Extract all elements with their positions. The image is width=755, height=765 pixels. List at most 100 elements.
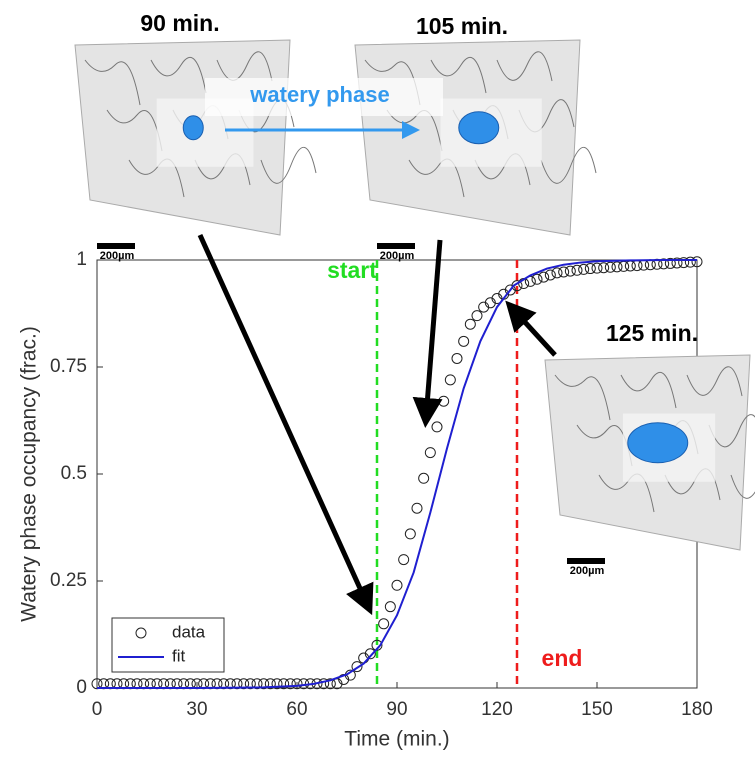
scale-label: 200µm bbox=[380, 250, 415, 262]
data-point bbox=[671, 257, 683, 269]
legend-label: data bbox=[172, 622, 206, 641]
legend-box bbox=[111, 617, 225, 673]
data-point bbox=[431, 421, 443, 433]
data-point bbox=[231, 678, 243, 690]
inset-texture bbox=[408, 158, 465, 198]
data-point bbox=[451, 352, 463, 364]
data-point bbox=[551, 267, 563, 279]
y-axis-label: Watery phase occupancy (frac.) bbox=[18, 326, 41, 622]
data-point bbox=[664, 257, 676, 269]
inset-texture bbox=[540, 146, 597, 184]
inset-texture bbox=[106, 109, 163, 152]
data-point bbox=[404, 528, 416, 540]
data-point bbox=[364, 648, 376, 660]
data-point bbox=[604, 261, 616, 273]
y-tick-label: 0.75 bbox=[50, 356, 87, 377]
inset-texture bbox=[84, 59, 141, 106]
data-point bbox=[418, 472, 430, 484]
data-point bbox=[564, 265, 576, 277]
data-point bbox=[384, 601, 396, 613]
inset-texture bbox=[620, 371, 677, 409]
data-point bbox=[544, 269, 556, 281]
data-point bbox=[531, 273, 543, 285]
data-point bbox=[444, 374, 456, 386]
scale-bar bbox=[377, 243, 415, 249]
data-point bbox=[438, 395, 450, 407]
scale-bar bbox=[567, 558, 605, 564]
inset-texture bbox=[260, 146, 317, 184]
water-blob bbox=[627, 422, 689, 464]
scale-label: 200µm bbox=[100, 250, 135, 262]
x-tick-label: 0 bbox=[92, 699, 103, 720]
data-point bbox=[511, 280, 523, 292]
data-point bbox=[324, 678, 336, 690]
fit-line bbox=[97, 259, 697, 689]
inset-label: 105 min. bbox=[416, 13, 508, 39]
scale-bar bbox=[97, 243, 135, 249]
data-point bbox=[678, 257, 690, 269]
inset-texture bbox=[708, 414, 755, 448]
data-point bbox=[258, 678, 270, 690]
data-point bbox=[684, 256, 696, 268]
x-tick-label: 60 bbox=[286, 699, 307, 720]
x-tick-label: 180 bbox=[681, 699, 713, 720]
water-blob bbox=[458, 111, 500, 145]
x-axis-label: Time (min.) bbox=[344, 728, 449, 751]
inset-label: 90 min. bbox=[140, 10, 219, 36]
plot: 0 30 60 90 120 150 180 0 0.25 0.5 0.75 1 start end dat… bbox=[50, 249, 713, 720]
arrows bbox=[197, 233, 557, 616]
data-point bbox=[351, 661, 363, 673]
arrow bbox=[197, 233, 374, 616]
data-point bbox=[291, 678, 303, 690]
arrow bbox=[412, 239, 443, 428]
data-point bbox=[571, 264, 583, 276]
vline-label: end bbox=[542, 645, 583, 671]
data-point bbox=[238, 678, 250, 690]
data-point bbox=[471, 310, 483, 322]
x-tick-label: 120 bbox=[481, 699, 513, 720]
data-point bbox=[264, 678, 276, 690]
y-tick-label: 1 bbox=[76, 249, 87, 270]
data-point bbox=[251, 678, 263, 690]
data-point bbox=[378, 618, 390, 630]
inset-texture bbox=[430, 56, 487, 94]
y-tick-label: 0 bbox=[76, 677, 87, 698]
scale-label: 200µm bbox=[570, 565, 605, 577]
data-point bbox=[578, 263, 590, 275]
x-tick-label: 30 bbox=[186, 699, 207, 720]
data-point bbox=[271, 678, 283, 690]
y-tick-label: 0.25 bbox=[50, 570, 87, 591]
x-tick-label: 150 bbox=[581, 699, 613, 720]
data-point bbox=[598, 262, 610, 274]
legend-label: fit bbox=[172, 646, 186, 665]
vline-label: start bbox=[327, 257, 377, 283]
data-point bbox=[584, 263, 596, 275]
legend-marker bbox=[135, 627, 147, 639]
inset-texture bbox=[686, 366, 743, 397]
inset-texture bbox=[216, 51, 273, 82]
inset-texture bbox=[150, 56, 207, 94]
annotation-box bbox=[205, 78, 443, 116]
data-point bbox=[558, 266, 570, 278]
arrow bbox=[505, 300, 557, 357]
data-point bbox=[411, 502, 423, 514]
data-point bbox=[591, 262, 603, 274]
insets: 200µm 90 min. 200µm 105 min. 200µm 125 min. wa… bbox=[74, 10, 755, 577]
water-blob bbox=[182, 115, 204, 141]
data-point bbox=[538, 271, 550, 283]
y-tick-label: 0.5 bbox=[61, 463, 87, 484]
inset-texture bbox=[496, 51, 553, 82]
inset-label: 125 min. bbox=[606, 320, 698, 346]
inset-texture bbox=[730, 474, 755, 499]
data-point bbox=[691, 256, 703, 268]
data-point bbox=[284, 678, 296, 690]
data-point bbox=[244, 678, 256, 690]
data-point bbox=[398, 554, 410, 566]
data-point bbox=[658, 258, 670, 270]
data-point bbox=[464, 318, 476, 330]
data-point bbox=[278, 678, 290, 690]
x-tick-label: 90 bbox=[386, 699, 407, 720]
annotation: watery phase bbox=[249, 82, 389, 107]
data-point bbox=[458, 335, 470, 347]
